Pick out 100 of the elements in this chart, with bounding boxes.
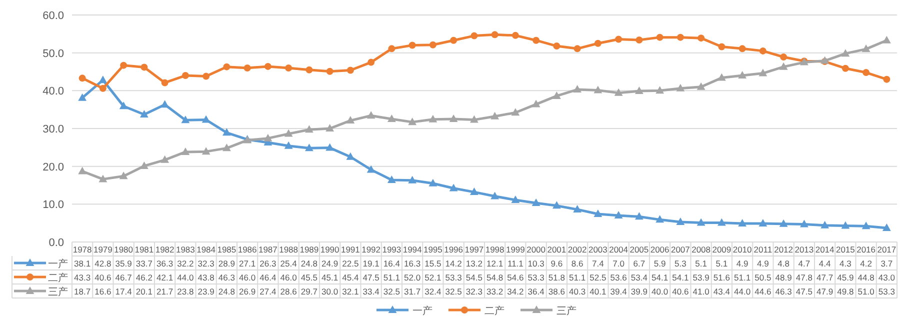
point: [408, 118, 417, 126]
data-label: 17.4: [115, 286, 132, 296]
point: [614, 211, 623, 219]
data-label: 4.9: [757, 258, 770, 268]
point: [140, 64, 148, 71]
point: [759, 47, 766, 54]
point: [862, 222, 870, 230]
legend-label: 一产: [48, 258, 68, 270]
data-label: 5.3: [674, 258, 687, 268]
y-tick-label: 60.0: [42, 10, 64, 22]
data-label: 33.7: [136, 258, 153, 268]
data-label: 52.0: [404, 272, 421, 282]
data-label: 52.5: [590, 272, 606, 282]
point: [284, 141, 293, 149]
point: [656, 215, 664, 223]
x-tick-label: 1999: [506, 244, 526, 254]
point: [160, 155, 170, 163]
point: [366, 165, 376, 173]
point: [779, 219, 788, 227]
point: [470, 32, 478, 40]
data-label: 54.1: [672, 272, 689, 282]
point: [368, 58, 375, 66]
data-label: 19.1: [362, 258, 380, 268]
point: [387, 114, 396, 122]
point: [634, 212, 644, 220]
point: [306, 66, 313, 74]
point: [222, 128, 231, 136]
data-label: 12.1: [486, 258, 504, 268]
data-label: 49.8: [837, 286, 854, 296]
point: [490, 112, 500, 120]
x-tick-label: 1980: [114, 244, 134, 254]
point: [553, 42, 560, 50]
point: [408, 176, 417, 184]
data-label: 36.3: [156, 258, 174, 268]
data-label: 39.9: [630, 286, 648, 296]
x-tick-label: 2015: [836, 244, 856, 254]
point: [326, 143, 334, 151]
y-tick-label: 40.0: [42, 86, 64, 98]
x-tick-label: 1987: [258, 244, 278, 254]
data-label: 40.0: [652, 286, 668, 296]
data-label: 46.3: [775, 286, 792, 296]
data-label: 31.7: [404, 286, 421, 296]
point: [676, 34, 684, 41]
data-label: 43.0: [878, 272, 896, 282]
point: [490, 192, 500, 200]
point: [882, 224, 891, 231]
data-label: 30.0: [322, 286, 338, 296]
data-label: 24.9: [322, 258, 338, 268]
data-label: 28.6: [280, 286, 298, 296]
x-tick-label: 2011: [754, 244, 772, 254]
point: [161, 79, 168, 86]
y-tick-label: 10.0: [42, 199, 64, 212]
data-label: 47.5: [796, 286, 813, 296]
data-label: 4.7: [798, 258, 810, 268]
point: [511, 196, 520, 204]
data-label: 51.1: [734, 272, 751, 282]
point: [450, 36, 458, 44]
point: [862, 69, 870, 76]
x-tick-label: 1989: [300, 244, 319, 254]
data-label: 4.9: [736, 258, 748, 268]
point: [244, 64, 251, 72]
point: [387, 175, 396, 183]
data-label: 32.4: [424, 286, 442, 296]
legend: 一产 二产 三产: [376, 306, 576, 317]
data-label: 51.0: [858, 286, 875, 296]
point: [222, 144, 231, 152]
point: [470, 188, 478, 196]
data-label: 15.5: [424, 258, 442, 268]
point: [181, 147, 190, 155]
point: [614, 88, 623, 96]
data-label: 21.7: [156, 286, 174, 296]
data-label: 7.4: [592, 258, 604, 268]
legend-label: 三产: [48, 286, 68, 298]
point: [573, 85, 582, 93]
x-tick-label: 2004: [609, 244, 628, 254]
x-tick-label: 1988: [279, 244, 298, 254]
x-tick-label: 1990: [320, 244, 340, 254]
data-label: 4.3: [840, 258, 852, 268]
data-label: 16.3: [404, 258, 421, 268]
data-label: 4.8: [778, 258, 790, 268]
point: [428, 114, 438, 122]
x-tick-label: 2005: [630, 244, 649, 254]
data-label: 46.7: [115, 272, 132, 282]
data-label: 32.2: [177, 258, 194, 268]
data-label: 16.6: [94, 286, 112, 296]
data-label: 5.9: [654, 258, 666, 268]
data-label: 51.1: [383, 272, 400, 282]
point: [182, 72, 189, 80]
data-label: 5.1: [695, 258, 708, 268]
data-label: 24.8: [300, 258, 318, 268]
data-label: 40.3: [569, 286, 586, 296]
data-label: 32.3: [466, 286, 483, 296]
x-tick-label: 2000: [526, 244, 546, 254]
point: [264, 62, 272, 70]
data-label: 27.4: [260, 286, 276, 296]
data-label: 43.3: [74, 272, 91, 282]
y-tick-label: 30.0: [42, 124, 64, 136]
data-label: 51.8: [548, 272, 566, 282]
data-label: 53.6: [610, 272, 628, 282]
x-tick-label: 1993: [382, 244, 402, 254]
